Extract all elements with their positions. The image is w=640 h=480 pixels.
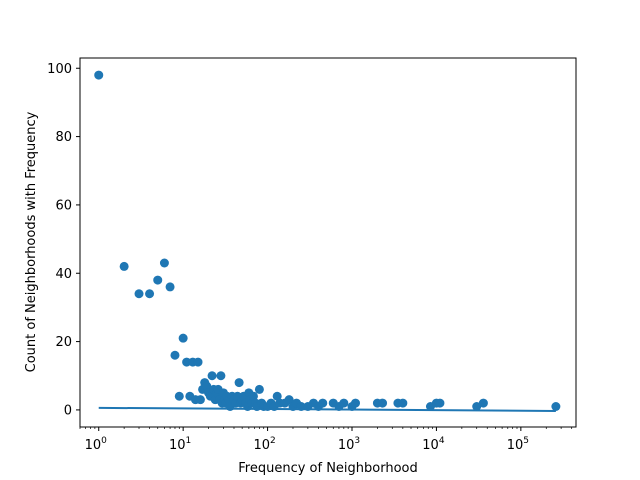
data-point — [272, 391, 282, 401]
data-point — [153, 275, 163, 285]
y-tick-label: 40 — [55, 267, 72, 282]
x-tick-label: 103 — [338, 436, 360, 453]
x-tick-exponent: 4 — [439, 436, 445, 446]
data-point — [248, 391, 258, 401]
fit-line — [98, 406, 556, 412]
data-point — [165, 282, 175, 292]
x-axis-label: Frequency of Neighborhood — [238, 461, 418, 476]
points-layer — [94, 70, 561, 411]
data-point — [551, 402, 561, 411]
data-point — [472, 402, 482, 411]
x-tick-base: 10 — [507, 438, 524, 453]
data-point — [94, 70, 104, 80]
plot-area — [80, 58, 576, 427]
x-tick-label: 102 — [253, 436, 275, 453]
data-point — [378, 398, 388, 408]
data-point — [435, 398, 445, 408]
data-point — [339, 398, 349, 408]
y-tick-label: 0 — [64, 403, 72, 418]
x-tick-base: 10 — [169, 438, 186, 453]
y-tick-label: 60 — [55, 198, 72, 213]
data-point — [193, 357, 203, 367]
x-tick-base: 10 — [338, 438, 355, 453]
x-tick-label: 101 — [169, 436, 191, 453]
x-tick-label: 100 — [85, 436, 108, 453]
y-axis-label: Count of Neighborhoods with Frequency — [24, 111, 39, 372]
x-tick-exponent: 0 — [101, 436, 107, 446]
axes-frame — [79, 57, 577, 428]
x-tick-base: 10 — [85, 438, 102, 453]
data-point — [145, 289, 155, 299]
data-point — [284, 395, 294, 405]
data-point — [254, 384, 264, 394]
data-point — [318, 398, 328, 408]
x-tick-exponent: 2 — [270, 436, 276, 446]
data-point — [134, 289, 144, 299]
data-point — [207, 371, 217, 381]
axes-layer — [79, 57, 577, 428]
x-tick-base: 10 — [253, 438, 270, 453]
data-point — [296, 402, 306, 411]
data-point — [170, 350, 180, 360]
data-point — [398, 398, 408, 408]
y-ticks: 0 20 40 60 80 100 — [47, 62, 80, 418]
data-point — [195, 395, 205, 405]
x-tick-exponent: 1 — [186, 436, 192, 446]
x-tick-base: 10 — [422, 438, 439, 453]
y-tick-label: 20 — [55, 335, 72, 350]
y-tick-label: 80 — [55, 130, 72, 145]
fit-line-layer — [98, 406, 556, 412]
data-point — [159, 258, 169, 268]
data-point — [350, 398, 360, 408]
x-tick-label: 104 — [422, 436, 445, 453]
x-ticks: 100 101 102 103 104 105 — [79, 427, 573, 453]
x-tick-label: 105 — [507, 436, 529, 453]
y-tick-label: 100 — [47, 62, 72, 77]
data-point — [178, 333, 188, 343]
data-point — [174, 391, 184, 401]
data-point — [202, 381, 212, 391]
data-point — [216, 371, 226, 381]
x-tick-exponent: 5 — [523, 436, 529, 446]
data-point — [119, 261, 129, 271]
data-point — [478, 398, 488, 408]
data-point — [234, 378, 244, 388]
x-tick-exponent: 3 — [354, 436, 360, 446]
